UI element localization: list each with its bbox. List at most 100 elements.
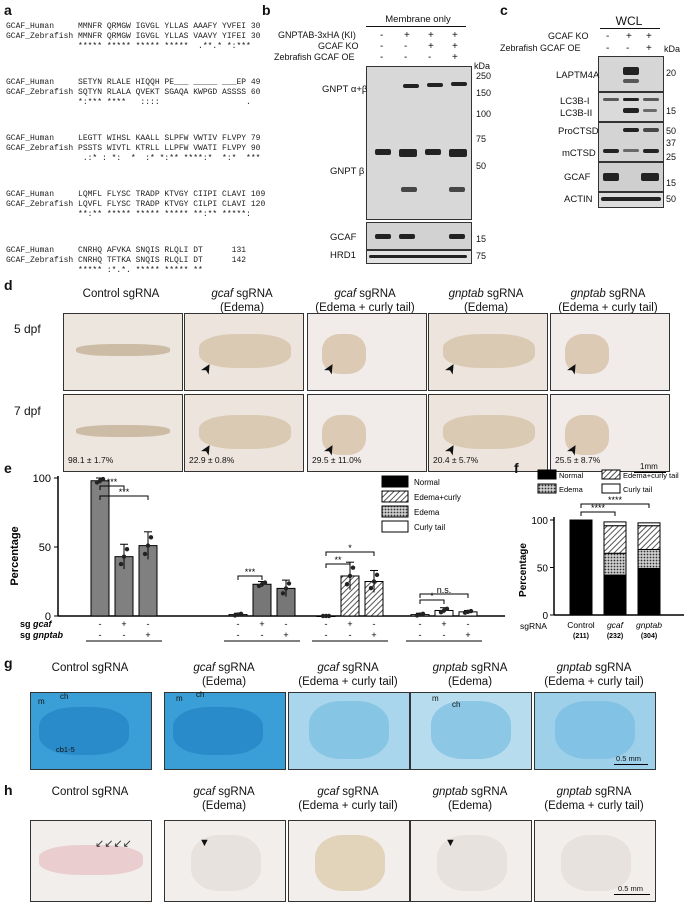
embryo-body	[39, 845, 143, 875]
data-point	[444, 606, 450, 612]
embryo-body	[199, 415, 291, 449]
title-line: gcaf sgRNA	[162, 786, 286, 800]
legend-label: Edema+curly tail	[623, 471, 679, 480]
alignment-line: *:*** **** :::: .	[6, 98, 251, 107]
title-line: gnptab sgRNA	[532, 662, 656, 676]
y-tick-label: 100	[531, 516, 548, 527]
y-tick-label: 0	[542, 611, 548, 622]
y-axis-label: Percentage	[9, 526, 21, 585]
column-title: Control sgRNA	[28, 662, 152, 676]
marker: 37	[666, 138, 677, 148]
gene-name: gnptab	[556, 786, 592, 798]
title-line: gcaf sgRNA	[286, 662, 410, 676]
data-point	[145, 543, 151, 548]
title-text: sgRNA	[467, 662, 508, 674]
stacked-bar	[637, 548, 661, 569]
y-tick-label: 100	[33, 473, 51, 485]
x-tick-label: Control	[567, 620, 595, 630]
band	[399, 234, 415, 239]
data-point	[371, 579, 377, 584]
marker: 250	[476, 71, 492, 81]
marker: 15	[666, 178, 677, 188]
stained-photo: ↙↙↙↙	[30, 820, 152, 902]
embryo-body	[443, 415, 535, 449]
sign: -	[285, 619, 288, 629]
cartilage-photo	[30, 692, 152, 770]
band	[643, 128, 659, 132]
stacked-bar	[603, 552, 627, 576]
sign: +	[283, 630, 288, 640]
title-line: gnptab sgRNA	[422, 288, 550, 302]
sign: +	[626, 31, 632, 42]
cartilage-photo	[410, 692, 532, 770]
x-tick-label: gnptab	[636, 620, 662, 630]
stained-photo	[534, 820, 656, 902]
significance-label: ***	[119, 487, 130, 497]
embryo-body	[565, 334, 609, 374]
alignment-line: GCAF_Zebrafish MMNFR QRMGW IGVGL YLLAS V…	[6, 32, 261, 41]
column-title: gnptab sgRNA (Edema)	[408, 786, 532, 813]
marker: 50	[666, 194, 677, 204]
title-text: sgRNA	[591, 786, 632, 798]
column-title: gcaf sgRNA (Edema + curly tail)	[286, 662, 410, 689]
head-cartilage	[555, 701, 635, 759]
title-line: gcaf sgRNA	[301, 288, 429, 302]
title-subtitle: (Edema)	[447, 675, 493, 688]
scale-label: 0.5 mm	[618, 884, 644, 893]
blot-b-hrd1	[366, 250, 472, 264]
alignment-line: GCAF_Zebrafish LQVFL FLYSC TRADP KTVGY C…	[6, 200, 266, 209]
stacked-bar	[637, 522, 661, 527]
band	[643, 149, 659, 153]
title-text: sgRNA	[215, 662, 255, 674]
header-line	[366, 26, 466, 27]
title-line: gnptab sgRNA	[544, 288, 672, 302]
head-cartilage	[173, 707, 263, 755]
band	[641, 173, 659, 181]
band	[449, 234, 465, 239]
gene-name: gcaf	[317, 786, 340, 798]
sign: -	[237, 619, 240, 629]
embryo-body	[565, 415, 609, 455]
chart-f: 0 50 100 Percentage Control (211) gcaf (232) gnp…	[518, 469, 684, 640]
y-axis-label: Percentage	[518, 543, 529, 597]
band	[401, 187, 417, 192]
sign: -	[99, 630, 102, 640]
row-label-ko: GCAF KO	[318, 41, 359, 51]
bar	[252, 583, 272, 617]
title-text: sgRNA	[483, 288, 524, 300]
gene-name: gcaf	[211, 288, 234, 300]
column-title: gcaf sgRNA (Edema)	[162, 662, 286, 689]
band	[601, 197, 661, 201]
title-subtitle: (Edema + curly tail)	[298, 675, 398, 688]
embryo-body	[322, 415, 366, 455]
blot-b-main	[366, 66, 472, 220]
sign: -	[380, 41, 384, 52]
title-line: gnptab sgRNA	[532, 786, 656, 800]
data-point	[326, 613, 332, 619]
alignment-line: GCAF_Zebrafish PSSTS WIVTL KTRLL LLPFW V…	[6, 144, 261, 153]
data-point	[118, 561, 124, 567]
gene-name: gnptab	[432, 786, 468, 798]
title-text: Control sgRNA	[51, 786, 129, 798]
band	[643, 109, 657, 112]
data-point	[238, 611, 244, 616]
legend-swatch	[601, 483, 621, 494]
title-subtitle: (Edema + curly tail)	[544, 675, 644, 688]
proctsd-label: ProCTSD	[558, 126, 599, 137]
sign: -	[99, 619, 102, 629]
title-subtitle: (Edema + curly tail)	[315, 301, 415, 314]
stained-photo: ▼	[410, 820, 532, 902]
title-subtitle: (Edema)	[447, 799, 493, 812]
data-point	[420, 611, 426, 616]
title-text: sgRNA	[339, 786, 379, 798]
marker: 50	[666, 126, 677, 136]
panel-label-d: d	[4, 277, 13, 293]
title-subtitle: (Edema)	[201, 799, 247, 812]
blot-c-laptm4a	[598, 56, 664, 92]
title-line: Control sgRNA	[28, 662, 152, 676]
title-subtitle: (Edema + curly tail)	[298, 799, 398, 812]
scale-label: 1mm	[640, 462, 658, 471]
marker: 100	[476, 109, 492, 119]
embryo-body	[76, 344, 170, 356]
stacked-bar	[569, 519, 593, 522]
